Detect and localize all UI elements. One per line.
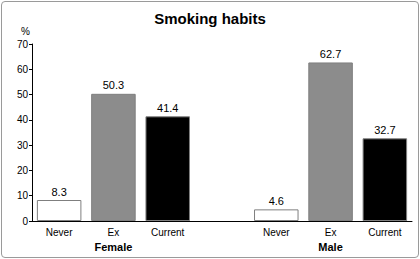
svg-text:60: 60: [17, 64, 29, 75]
svg-text:62.7: 62.7: [320, 48, 341, 60]
svg-text:Smoking habits: Smoking habits: [154, 10, 266, 27]
svg-text:70: 70: [17, 39, 29, 50]
svg-text:Never: Never: [263, 227, 290, 238]
svg-text:40: 40: [17, 114, 29, 125]
svg-text:Current: Current: [151, 227, 185, 238]
svg-text:4.6: 4.6: [269, 195, 284, 207]
svg-text:Never: Never: [46, 227, 73, 238]
svg-text:32.7: 32.7: [374, 124, 395, 136]
svg-text:0: 0: [22, 216, 28, 227]
svg-text:20: 20: [17, 165, 29, 176]
svg-text:41.4: 41.4: [157, 102, 178, 114]
svg-text:8.3: 8.3: [51, 186, 66, 198]
svg-text:50.3: 50.3: [103, 79, 124, 91]
svg-text:Female: Female: [94, 241, 132, 253]
svg-text:10: 10: [17, 190, 29, 201]
svg-text:Current: Current: [368, 227, 402, 238]
svg-text:Male: Male: [318, 241, 342, 253]
svg-text:%: %: [21, 26, 30, 37]
svg-text:Ex: Ex: [325, 227, 337, 238]
svg-text:Ex: Ex: [108, 227, 120, 238]
svg-text:30: 30: [17, 140, 29, 151]
svg-text:50: 50: [17, 89, 29, 100]
